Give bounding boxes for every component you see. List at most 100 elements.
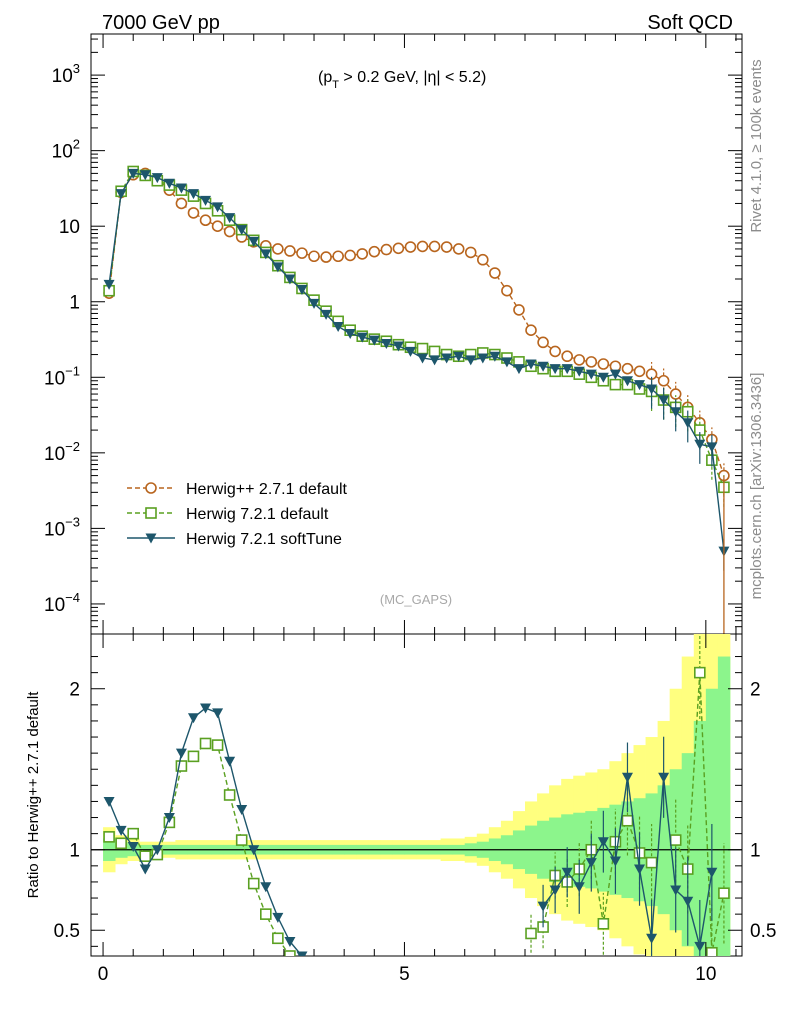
ratio-point bbox=[211, 739, 224, 751]
ratio-point bbox=[187, 750, 200, 763]
ratio-point bbox=[694, 666, 706, 679]
data-point bbox=[320, 309, 332, 320]
data-point bbox=[296, 285, 308, 296]
cuts-rest: > 0.2 GeV, |η| < 5.2) bbox=[339, 69, 486, 86]
y-tick-base: 1 bbox=[69, 293, 80, 314]
ratio-point bbox=[224, 756, 236, 767]
data-point bbox=[211, 220, 224, 232]
data-point bbox=[199, 214, 212, 227]
data-point bbox=[585, 369, 597, 380]
data-point bbox=[139, 170, 151, 181]
data-point bbox=[477, 253, 489, 266]
data-point bbox=[549, 345, 561, 358]
data-point bbox=[694, 439, 706, 450]
data-point bbox=[489, 351, 501, 362]
ratio-point bbox=[670, 885, 682, 896]
ratio-y-tick-label-right: 2 bbox=[750, 680, 761, 701]
ratio-point bbox=[658, 772, 670, 783]
ratio-point bbox=[272, 932, 284, 945]
data-point bbox=[573, 366, 585, 377]
data-point bbox=[501, 284, 513, 297]
ratio-point bbox=[199, 737, 212, 750]
data-point bbox=[428, 240, 441, 253]
ratio-y-tick-label-left: 2 bbox=[69, 680, 80, 701]
ratio-point bbox=[609, 856, 621, 867]
data-point bbox=[416, 342, 429, 355]
ratio-point bbox=[621, 772, 633, 783]
data-point bbox=[115, 189, 127, 200]
y-tick-exponent: 3 bbox=[73, 61, 80, 76]
data-point bbox=[332, 250, 344, 263]
data-point bbox=[223, 225, 236, 238]
ratio-point bbox=[682, 896, 694, 907]
y-tick-exponent: −3 bbox=[65, 514, 80, 529]
data-point bbox=[416, 240, 429, 253]
data-point bbox=[633, 365, 646, 378]
ratio-point bbox=[115, 837, 127, 850]
ratio-point bbox=[296, 951, 308, 956]
data-point bbox=[392, 242, 405, 255]
data-point bbox=[151, 173, 163, 184]
data-point bbox=[356, 332, 368, 343]
data-point bbox=[658, 395, 670, 406]
ratio-point bbox=[139, 850, 152, 862]
series-line-herwig-7-2-1-default bbox=[108, 170, 725, 488]
y-tick-label: 10 bbox=[59, 217, 80, 238]
ratio-point bbox=[248, 845, 260, 856]
ratio-point bbox=[537, 901, 549, 912]
data-point bbox=[441, 353, 453, 364]
ratio-point bbox=[175, 748, 187, 759]
ratio-plot-area bbox=[91, 634, 742, 956]
ratio-point bbox=[260, 908, 272, 920]
ratio-point bbox=[223, 789, 236, 801]
legend-entry-herwig-7-2-1-softtune: Herwig 7.2.1 softTune bbox=[127, 531, 342, 548]
data-point bbox=[127, 168, 139, 179]
ratio-point bbox=[585, 858, 597, 869]
data-point bbox=[669, 388, 682, 400]
data-point bbox=[368, 335, 380, 346]
y-tick-label: 10−3 bbox=[44, 514, 80, 540]
data-point bbox=[465, 355, 477, 366]
data-point bbox=[513, 304, 525, 316]
data-point bbox=[417, 353, 429, 364]
ratio-point bbox=[175, 760, 188, 772]
ratio-point bbox=[272, 912, 284, 923]
header-left: 7000 GeV pp bbox=[102, 12, 220, 34]
legend-label: Herwig 7.2.1 softTune bbox=[186, 531, 342, 548]
data-point bbox=[187, 189, 199, 200]
ratio-frame bbox=[90, 633, 743, 957]
data-point bbox=[525, 359, 537, 370]
y-tick-exponent: 2 bbox=[73, 137, 80, 152]
data-point bbox=[440, 241, 453, 253]
series-herwig-2-7-1-default bbox=[103, 167, 730, 496]
legend-label: Herwig 7.2.1 default bbox=[186, 506, 329, 523]
y-tick-label: 10−1 bbox=[44, 363, 80, 389]
x-tick-label: 10 bbox=[695, 964, 716, 985]
ratio-point bbox=[525, 927, 537, 940]
data-point bbox=[477, 353, 489, 364]
data-point bbox=[344, 328, 356, 339]
data-point bbox=[332, 322, 344, 333]
data-point bbox=[513, 364, 525, 375]
x-tick-label: 0 bbox=[98, 964, 109, 985]
ratio-point bbox=[646, 933, 658, 944]
data-point bbox=[272, 262, 284, 273]
ratio-point bbox=[200, 703, 212, 714]
series-herwig-7-2-1-default bbox=[103, 165, 730, 507]
data-point bbox=[682, 418, 694, 429]
ratio-point bbox=[236, 804, 248, 815]
y-tick-exponent: −2 bbox=[65, 439, 80, 454]
y-tick-base: 10 bbox=[52, 66, 73, 87]
ratio-point bbox=[103, 796, 115, 807]
y-tick-label: 1 bbox=[69, 293, 80, 314]
ratio-line bbox=[108, 742, 291, 956]
y-tick-label: 10−2 bbox=[44, 439, 80, 465]
data-point bbox=[452, 243, 465, 255]
ratio-y-tick-label-left: 1 bbox=[69, 841, 80, 862]
legend-entry-herwig-2-7-1-default: Herwig++ 2.7.1 default bbox=[127, 481, 348, 498]
legend-marker bbox=[145, 507, 157, 519]
data-point bbox=[573, 354, 586, 366]
ratio-point bbox=[706, 867, 718, 878]
data-point bbox=[621, 376, 633, 387]
